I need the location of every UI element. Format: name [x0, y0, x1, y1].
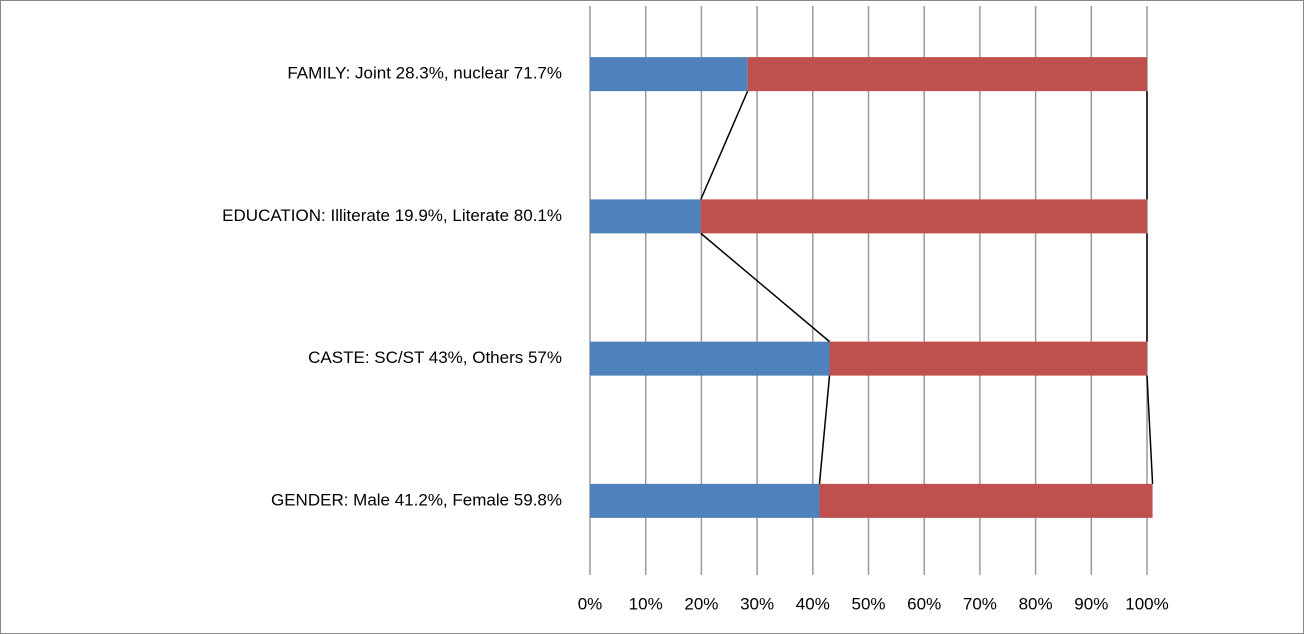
x-tick-label: 90%: [1074, 594, 1108, 613]
series-line: [700, 90, 749, 200]
x-tick-label: 80%: [1019, 594, 1053, 613]
bar-segment: [819, 483, 1153, 518]
category-label: CASTE: SC/ST 43%, Others 57%: [308, 348, 562, 367]
bar-segment: [590, 341, 830, 376]
bar-segment: [700, 199, 1147, 234]
x-tick-label: 20%: [684, 594, 718, 613]
category-label: GENDER: Male 41.2%, Female 59.8%: [271, 490, 562, 509]
x-tick-label: 70%: [963, 594, 997, 613]
bar-segment: [829, 341, 1147, 376]
series-line: [700, 232, 830, 343]
x-tick-label: 50%: [851, 594, 885, 613]
series-line: [818, 375, 831, 484]
x-tick-label: 0%: [578, 594, 603, 613]
bar-segment: [590, 483, 820, 518]
bar-segment: [590, 57, 748, 92]
x-tick-label: 100%: [1125, 594, 1168, 613]
x-tick-label: 60%: [907, 594, 941, 613]
category-label: FAMILY: Joint 28.3%, nuclear 71.7%: [287, 64, 562, 83]
x-tick-label: 40%: [796, 594, 830, 613]
x-tick-label: 10%: [629, 594, 663, 613]
bar-segment: [747, 57, 1147, 92]
series-line: [1146, 375, 1154, 484]
category-label: EDUCATION: Illiterate 19.9%, Literate 80…: [222, 206, 562, 225]
bar-segment: [590, 199, 701, 234]
x-tick-label: 30%: [740, 594, 774, 613]
